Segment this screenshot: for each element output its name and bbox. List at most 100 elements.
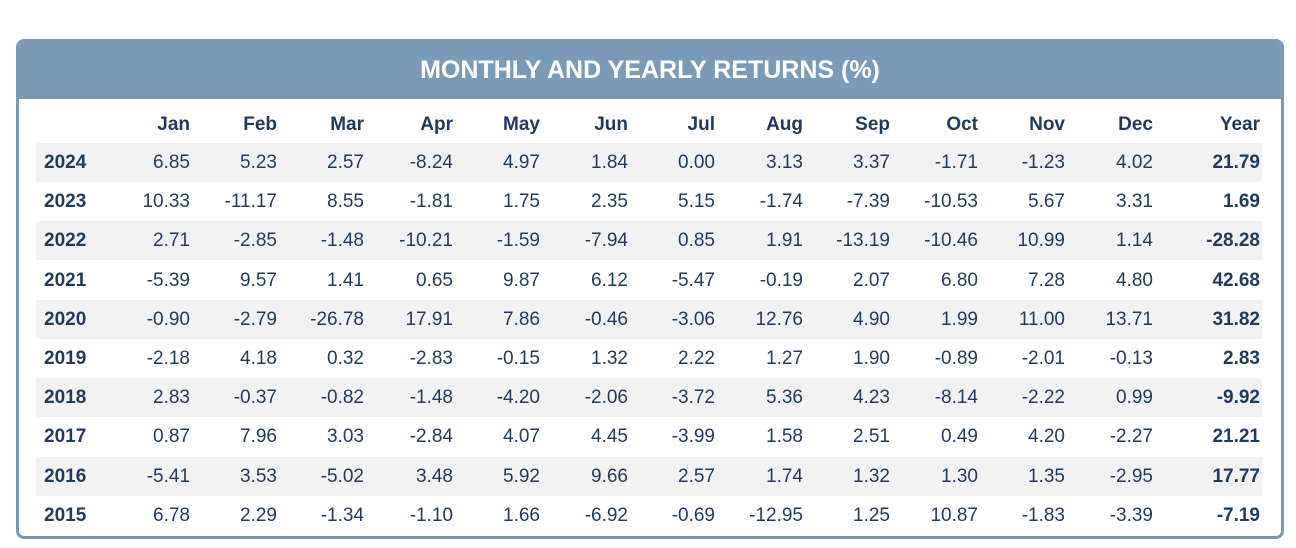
month-return: -2.22 bbox=[1021, 387, 1065, 409]
year-return: -9.92 bbox=[1216, 387, 1260, 409]
month-return: 9.57 bbox=[240, 269, 277, 291]
year-return: 21.21 bbox=[1212, 426, 1260, 448]
month-return: -3.39 bbox=[1109, 504, 1153, 526]
month-return: -13.19 bbox=[836, 230, 890, 252]
month-return: 2.07 bbox=[853, 269, 890, 291]
row-year: 2020 bbox=[44, 308, 87, 330]
month-return: -26.78 bbox=[310, 308, 364, 330]
month-return: -7.94 bbox=[584, 230, 628, 252]
year-return: -28.28 bbox=[1206, 230, 1260, 252]
month-return: -2.79 bbox=[233, 308, 277, 330]
month-return: -2.06 bbox=[584, 387, 628, 409]
month-return: -8.24 bbox=[409, 152, 453, 173]
month-return: -10.46 bbox=[924, 230, 978, 252]
month-return: 1.35 bbox=[1028, 465, 1065, 487]
month-return: 7.86 bbox=[503, 308, 540, 330]
month-return: 4.45 bbox=[591, 426, 628, 448]
month-return: 6.12 bbox=[591, 269, 628, 291]
column-header: Sep bbox=[855, 114, 890, 135]
month-return: 5.67 bbox=[1028, 191, 1065, 213]
month-return: 12.76 bbox=[755, 308, 803, 330]
month-return: 7.28 bbox=[1028, 269, 1065, 291]
month-return: -1.10 bbox=[409, 504, 453, 526]
month-return: 1.90 bbox=[853, 348, 890, 369]
month-return: 1.32 bbox=[853, 465, 890, 487]
row-year: 2024 bbox=[44, 152, 87, 173]
month-return: 4.20 bbox=[1028, 426, 1065, 448]
month-return: 4.23 bbox=[853, 387, 890, 409]
row-year: 2022 bbox=[44, 230, 87, 252]
month-return: -1.48 bbox=[320, 230, 364, 252]
month-return: 2.51 bbox=[853, 426, 890, 448]
month-return: -6.92 bbox=[584, 504, 628, 526]
column-header: Jul bbox=[687, 114, 715, 135]
month-return: 7.96 bbox=[240, 426, 277, 448]
column-header: Mar bbox=[330, 114, 364, 135]
column-header: Dec bbox=[1118, 114, 1153, 135]
month-return: 1.41 bbox=[327, 269, 364, 291]
returns-table: MONTHLY AND YEARLY RETURNS (%) Jan Feb Mar… bbox=[16, 39, 1284, 539]
month-return: 3.03 bbox=[327, 426, 364, 448]
month-return: -11.17 bbox=[224, 191, 277, 213]
month-return: -0.90 bbox=[146, 308, 190, 330]
month-return: -5.41 bbox=[146, 465, 190, 487]
month-return: 10.99 bbox=[1017, 230, 1065, 252]
year-return: 31.82 bbox=[1212, 308, 1260, 330]
month-return: 2.29 bbox=[240, 504, 277, 526]
month-return: -8.14 bbox=[934, 387, 978, 409]
month-return: -0.15 bbox=[496, 348, 540, 369]
month-return: 8.55 bbox=[327, 191, 364, 213]
month-return: -1.81 bbox=[409, 191, 453, 213]
month-return: -0.89 bbox=[934, 348, 978, 369]
month-return: 0.87 bbox=[153, 426, 190, 448]
month-return: 2.83 bbox=[153, 387, 190, 409]
year-return: -7.19 bbox=[1216, 504, 1260, 526]
month-return: -5.47 bbox=[671, 269, 715, 291]
month-return: 2.57 bbox=[678, 465, 715, 487]
month-return: 3.53 bbox=[240, 465, 277, 487]
row-year: 2017 bbox=[44, 426, 87, 448]
month-return: 0.32 bbox=[327, 348, 364, 369]
month-return: 5.36 bbox=[766, 387, 803, 409]
month-return: -3.72 bbox=[671, 387, 715, 409]
month-return: -2.27 bbox=[1109, 426, 1153, 448]
month-return: 4.02 bbox=[1116, 152, 1153, 173]
row-shade bbox=[36, 378, 1262, 418]
month-return: 4.80 bbox=[1116, 269, 1153, 291]
month-return: -2.84 bbox=[409, 426, 453, 448]
month-return: 1.74 bbox=[766, 465, 803, 487]
month-return: -0.69 bbox=[671, 504, 715, 526]
column-header: Jun bbox=[594, 114, 628, 135]
month-return: 3.48 bbox=[416, 465, 453, 487]
month-return: -0.37 bbox=[233, 387, 277, 409]
month-return: 4.97 bbox=[503, 152, 540, 173]
month-return: 6.80 bbox=[941, 269, 978, 291]
month-return: 1.66 bbox=[503, 504, 540, 526]
month-return: 9.87 bbox=[503, 269, 540, 291]
month-return: 5.15 bbox=[678, 191, 715, 213]
month-return: 2.57 bbox=[327, 152, 364, 173]
row-year: 2023 bbox=[44, 191, 87, 213]
year-return: 17.77 bbox=[1212, 465, 1260, 487]
month-return: 2.35 bbox=[591, 191, 628, 213]
month-return: -2.85 bbox=[233, 230, 277, 252]
row-year: 2019 bbox=[44, 348, 87, 369]
month-return: 11.00 bbox=[1018, 308, 1065, 330]
month-return: 0.49 bbox=[941, 426, 978, 448]
month-return: 1.32 bbox=[591, 348, 628, 369]
row-shade bbox=[36, 143, 1262, 182]
month-return: 1.27 bbox=[766, 348, 803, 369]
month-return: 0.99 bbox=[1116, 387, 1153, 409]
year-return: 42.68 bbox=[1212, 269, 1260, 291]
month-return: -7.39 bbox=[846, 191, 890, 213]
month-return: 4.90 bbox=[853, 308, 890, 330]
month-return: 1.99 bbox=[941, 308, 978, 330]
month-return: -1.59 bbox=[496, 230, 540, 252]
column-header: Feb bbox=[243, 114, 277, 135]
month-return: 1.30 bbox=[941, 465, 978, 487]
month-return: -1.34 bbox=[320, 504, 364, 526]
month-return: 4.18 bbox=[240, 348, 277, 369]
month-return: -4.20 bbox=[496, 387, 540, 409]
month-return: -10.53 bbox=[924, 191, 978, 213]
month-return: 0.85 bbox=[678, 230, 715, 252]
